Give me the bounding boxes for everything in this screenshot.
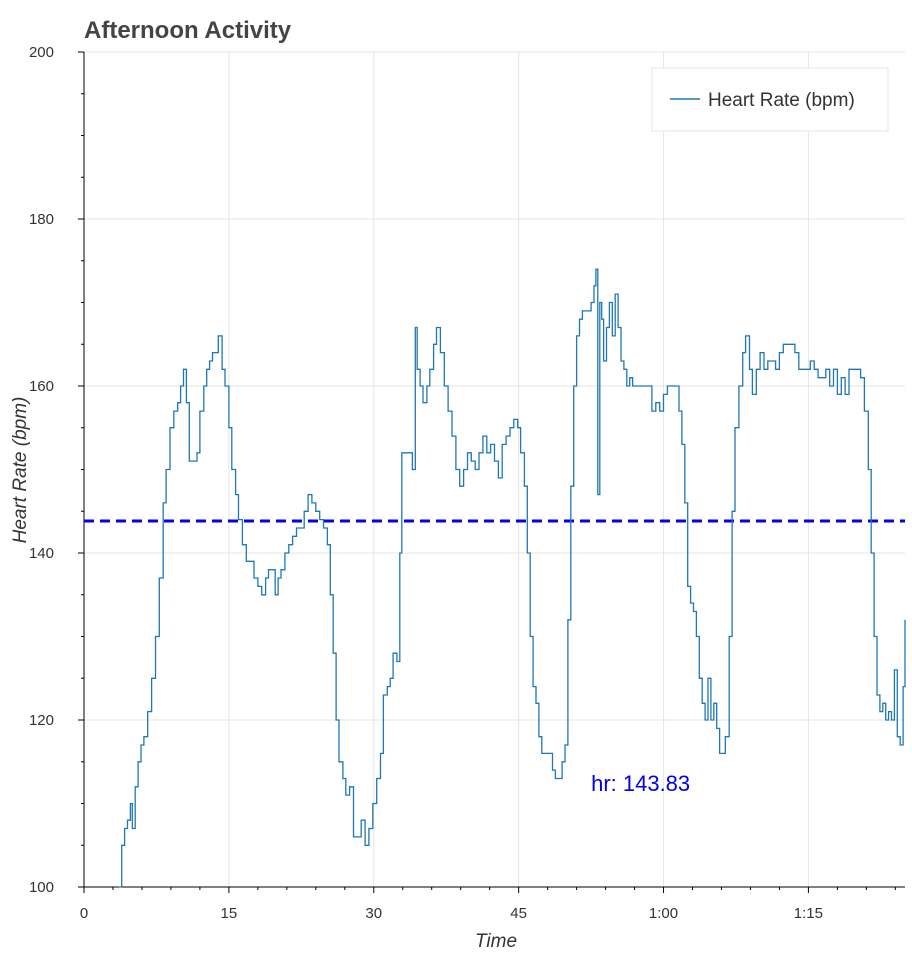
x-tick-label: 15 <box>221 905 238 922</box>
y-tick-label: 100 <box>29 879 54 896</box>
y-tick-label: 200 <box>29 44 54 61</box>
x-tick-label: 1:15 <box>794 905 823 922</box>
mean-annotation: hr: 143.83 <box>591 771 690 796</box>
axes: 100 120 140 160 180 200 0 15 30 45 1:00 1:15 <box>29 44 905 922</box>
x-axis-title: Time <box>475 931 517 952</box>
y-tick-label: 180 <box>29 211 54 228</box>
x-tick-label: 1:00 <box>649 905 678 922</box>
series-group <box>118 268 906 888</box>
legend[interactable]: Heart Rate (bpm) <box>651 67 889 132</box>
heart-rate-series-line <box>118 268 906 888</box>
x-tick-label: 0 <box>80 905 88 922</box>
legend-label: Heart Rate (bpm) <box>708 90 855 111</box>
x-tick-label: 30 <box>365 905 382 922</box>
chart-title: Afternoon Activity <box>84 17 292 44</box>
grid-lines <box>84 51 905 887</box>
x-tick-label: 45 <box>510 905 527 922</box>
y-tick-label: 120 <box>29 712 54 729</box>
y-axis-title: Heart Rate (bpm) <box>10 397 31 544</box>
y-tick-label: 160 <box>29 378 54 395</box>
y-tick-label: 140 <box>29 545 54 562</box>
